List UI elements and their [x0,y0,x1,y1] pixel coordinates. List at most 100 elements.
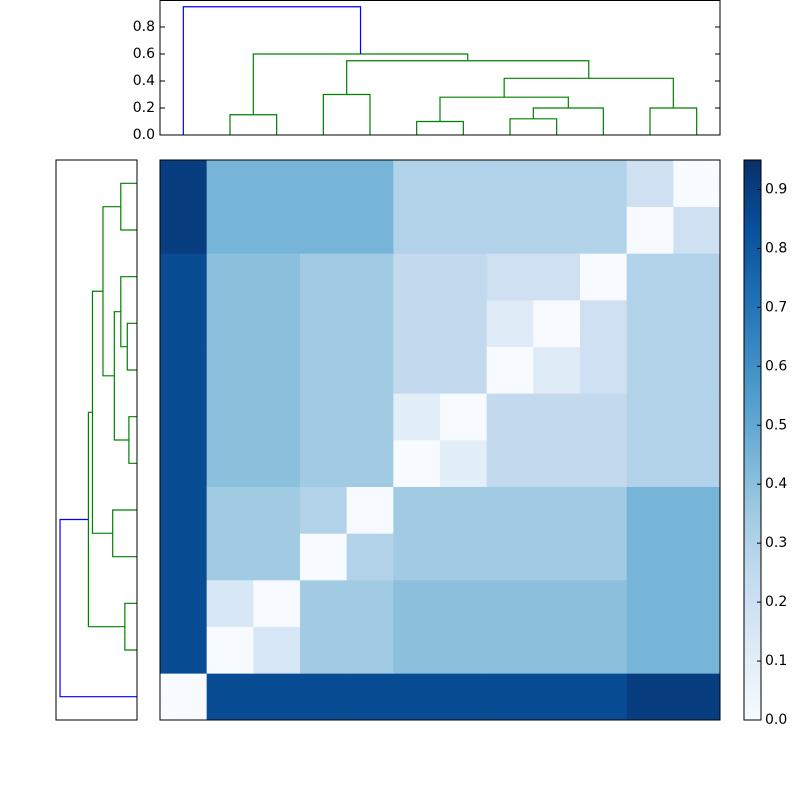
heatmap-cell [533,626,581,674]
heatmap-cell [580,440,627,487]
y-tick-label: 0.8 [133,19,155,35]
side-dendrogram-link [124,602,137,651]
dendrogram-link [322,93,371,135]
heatmap-cell [393,673,441,721]
colorbar-tick-label: 0.5 [765,417,787,433]
y-tick-label: 0.4 [133,73,155,89]
heatmap-cell [393,346,441,394]
heatmap-cell [580,300,627,347]
heatmap-cell [440,300,487,347]
heatmap-cell [300,206,347,254]
heatmap-cell [160,206,207,254]
y-tick-label: 0.6 [133,46,155,62]
heatmap-cell [626,626,674,674]
heatmap-cell [533,673,581,721]
heatmap-cell [580,253,627,301]
heatmap-cell [300,440,347,487]
side-dendrogram-link [112,509,137,558]
heatmap-cell [533,346,581,394]
side-dendrogram-link [87,411,125,628]
heatmap-cell [673,206,721,254]
heatmap-cell [673,486,721,534]
side-dendrogram-link [126,322,137,371]
heatmap-cell [346,393,394,441]
heatmap-cell [346,626,394,674]
heatmap-cell [346,160,394,207]
heatmap-cell [393,253,441,301]
heatmap-cell [673,440,721,487]
heatmap-cell [393,580,441,627]
heatmap-cell [626,533,674,581]
heatmap-cell [580,206,627,254]
heatmap-cell [206,253,254,301]
heatmap-cell [626,346,674,394]
heatmap-cell [626,673,674,721]
heatmap-cell [580,393,627,441]
heatmap-cell [160,160,207,207]
heatmap-cell [253,486,301,534]
heatmap-cell [580,533,627,581]
heatmap-cell [300,626,347,674]
heatmap-cell [440,206,487,254]
heatmap-cell [300,393,347,441]
side-dendrogram-link [120,182,137,231]
heatmap-cell [253,673,301,721]
dendrogram-link [229,114,278,135]
heatmap-cell [673,580,721,627]
dendrogram-link [346,60,590,95]
colorbar-tick-label: 0.0 [765,712,787,728]
heatmap-cell [160,253,207,301]
heatmap-cell [440,440,487,487]
colorbar-tick-label: 0.7 [765,299,787,315]
heatmap-cell [206,393,254,441]
heatmap-cell [533,206,581,254]
heatmap-cell [486,440,534,487]
heatmap-cell [626,440,674,487]
y-tick-label: 0.0 [133,127,155,143]
heatmap-cell [206,533,254,581]
heatmap-cell [300,486,347,534]
side-dendrogram-link [102,206,121,377]
side-dendrogram-frame [55,159,138,721]
heatmap-frame [159,159,721,721]
heatmap-cell [346,440,394,487]
heatmap-cell [346,206,394,254]
heatmap-cell [253,580,301,627]
heatmap-cell [673,673,721,721]
heatmap-cell [300,300,347,347]
heatmap-cell [626,253,674,301]
heatmap-cell [533,486,581,534]
heatmap-cell [300,673,347,721]
heatmap-cell [160,673,207,721]
dendrogram-link [252,53,469,115]
heatmap-cell [393,533,441,581]
heatmap-cell [160,300,207,347]
y-tick-label: 0.2 [133,100,155,116]
heatmap-cell [300,346,347,394]
heatmap-cell [346,346,394,394]
heatmap-cell [206,346,254,394]
heatmap-cell [300,580,347,627]
colorbar [743,159,762,721]
heatmap-cell [580,160,627,207]
heatmap-cell [626,580,674,627]
heatmap-cell [440,253,487,301]
colorbar-tick-label: 0.2 [765,594,787,610]
heatmap-cell [673,160,721,207]
heatmap-cell [533,580,581,627]
heatmap-cell [673,393,721,441]
heatmap-cell [533,440,581,487]
heatmap-cell [160,533,207,581]
heatmap-cell [346,300,394,347]
heatmap-cell [346,486,394,534]
heatmap-cell [673,626,721,674]
heatmap-cell [206,673,254,721]
heatmap-cell [486,626,534,674]
heatmap-cell [206,206,254,254]
heatmap-cell [346,673,394,721]
dendrogram-frame [159,0,721,136]
dendrogram-link [182,6,362,135]
heatmap-cell [626,300,674,347]
dendrogram-link [439,96,569,122]
heatmap-cell [206,440,254,487]
